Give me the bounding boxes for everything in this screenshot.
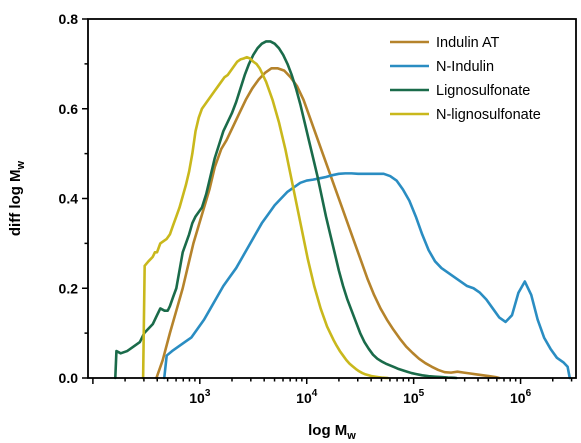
y-axis-title-subscript: w xyxy=(15,160,27,170)
y-tick-label-1: 0.2 xyxy=(59,280,79,296)
y-tick-label-2: 0.4 xyxy=(59,191,79,207)
y-tick-label-3: 0.6 xyxy=(59,101,79,117)
y-axis-title: diff log Mw xyxy=(7,160,27,236)
legend-label-0: Indulin AT xyxy=(436,35,500,51)
x-tick-label-2: 105 xyxy=(403,388,425,406)
x-tick-base: 10 xyxy=(510,390,526,406)
legend-label-1: N-Indulin xyxy=(436,59,494,75)
series-line-2 xyxy=(113,40,458,380)
x-tick-label-3: 106 xyxy=(510,388,532,406)
plot-frame xyxy=(87,18,577,379)
y-axis-ticks: 0.0 0.2 0.4 0.6 0.8 xyxy=(59,11,88,386)
legend-label-2: Lignosulfonate xyxy=(436,83,530,99)
x-tick-exponent: 6 xyxy=(526,388,532,399)
series-line-0 xyxy=(155,67,501,380)
x-tick-exponent: 3 xyxy=(205,388,211,399)
x-tick-label-1: 104 xyxy=(296,388,318,406)
legend-label-3: N-lignosulfonate xyxy=(436,107,541,123)
series-line-3 xyxy=(141,55,390,380)
x-tick-base: 10 xyxy=(189,390,205,406)
x-tick-exponent: 4 xyxy=(312,388,318,399)
x-axis-title-main: log M xyxy=(308,422,347,439)
series-line-1 xyxy=(162,172,572,380)
y-tick-label-4: 0.8 xyxy=(59,11,79,27)
x-tick-exponent: 5 xyxy=(419,388,425,399)
x-axis-title-subscript: w xyxy=(346,430,356,442)
legend: Indulin AT N-Indulin Lignosulfonate N-ligno… xyxy=(390,35,541,123)
series-lines xyxy=(113,40,572,380)
x-tick-label-0: 103 xyxy=(189,388,211,406)
y-tick-label-0: 0.0 xyxy=(59,370,79,386)
x-axis-ticks: 103 104 105 106 xyxy=(92,378,573,406)
y-axis-title-main: diff log M xyxy=(7,169,24,236)
x-tick-base: 10 xyxy=(403,390,419,406)
x-tick-base: 10 xyxy=(296,390,312,406)
x-axis-title: log Mw xyxy=(308,422,356,442)
